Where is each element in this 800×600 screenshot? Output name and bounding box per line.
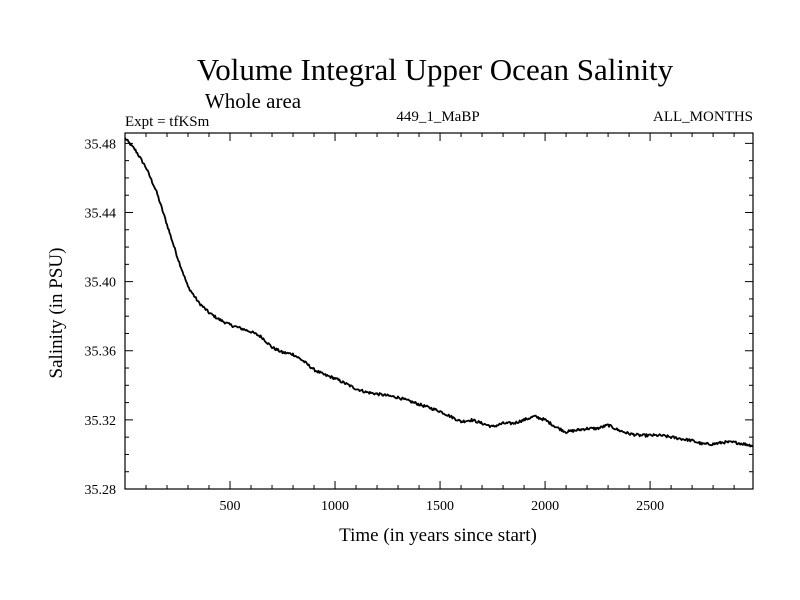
x-tick-label: 1500 [426, 499, 454, 514]
chart-subtitle: Whole area [205, 89, 302, 113]
y-tick-label: 35.32 [85, 414, 117, 429]
y-axis-label: Salinity (in PSU) [46, 248, 67, 379]
chart-ticks: 500 1000 1500 2000 2500 35.28 35.32 35.36 35.40 3… [85, 133, 753, 514]
plot-frame [124, 132, 754, 490]
y-tick-label: 35.40 [85, 276, 117, 291]
series-line-salinity [124, 137, 754, 448]
x-axis-label: Time (in years since start) [339, 525, 537, 546]
run-label: 449_1_MaBP [396, 109, 479, 125]
experiment-label: Expt = tfKSm [125, 114, 210, 130]
x-tick-label: 2500 [636, 499, 664, 514]
x-tick-label: 500 [220, 499, 241, 514]
y-tick-label: 35.28 [85, 483, 117, 498]
chart-title: Volume Integral Upper Ocean Salinity [197, 52, 674, 87]
y-tick-label: 35.36 [85, 345, 117, 360]
y-tick-label: 35.48 [85, 137, 117, 152]
x-tick-label: 1000 [321, 499, 349, 514]
y-tick-label: 35.44 [85, 206, 117, 221]
period-label: ALL_MONTHS [653, 109, 753, 125]
chart-series-layer [124, 137, 754, 448]
x-tick-label: 2000 [531, 499, 559, 514]
